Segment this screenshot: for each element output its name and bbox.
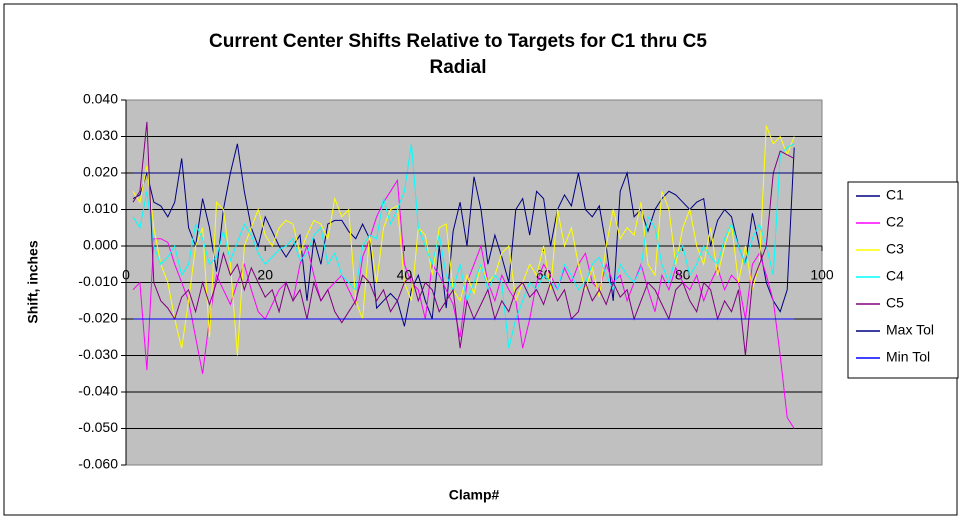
legend-label: C2 <box>886 214 904 230</box>
y-tick-label: 0.010 <box>83 200 118 216</box>
y-tick-label: 0.030 <box>83 127 118 143</box>
y-tick-label: -0.030 <box>78 346 118 362</box>
y-tick-label: 0.000 <box>83 237 118 253</box>
y-axis-label: Shift, inches <box>25 240 41 323</box>
legend-label: C1 <box>886 187 904 203</box>
y-tick-label: 0.020 <box>83 164 118 180</box>
series-line <box>132 143 795 349</box>
series-line <box>132 125 795 356</box>
y-tick-label: -0.020 <box>78 310 118 326</box>
x-axis-label: Clamp# <box>449 487 500 503</box>
legend-label: Min Tol <box>886 349 930 365</box>
chart-subtitle: Radial <box>429 57 486 78</box>
y-tick-label: 0.040 <box>83 91 118 107</box>
y-tick-label: -0.040 <box>78 383 118 399</box>
legend-label: C4 <box>886 268 904 284</box>
y-tick-label: -0.010 <box>78 273 118 289</box>
x-tick-label: 80 <box>675 267 691 283</box>
y-tick-label: -0.060 <box>78 456 118 472</box>
y-tick-label: -0.050 <box>78 419 118 435</box>
series-line <box>132 143 795 327</box>
legend-label: C5 <box>886 295 904 311</box>
x-tick-label: 20 <box>257 267 273 283</box>
legend-box <box>847 181 959 379</box>
series-line <box>132 121 795 356</box>
x-tick-label: 0 <box>122 267 130 283</box>
legend-label: C3 <box>886 241 904 257</box>
legend-label: Max Tol <box>886 322 934 338</box>
chart-title: Current Center Shifts Relative to Target… <box>209 31 707 52</box>
x-tick-label: 100 <box>810 267 834 283</box>
